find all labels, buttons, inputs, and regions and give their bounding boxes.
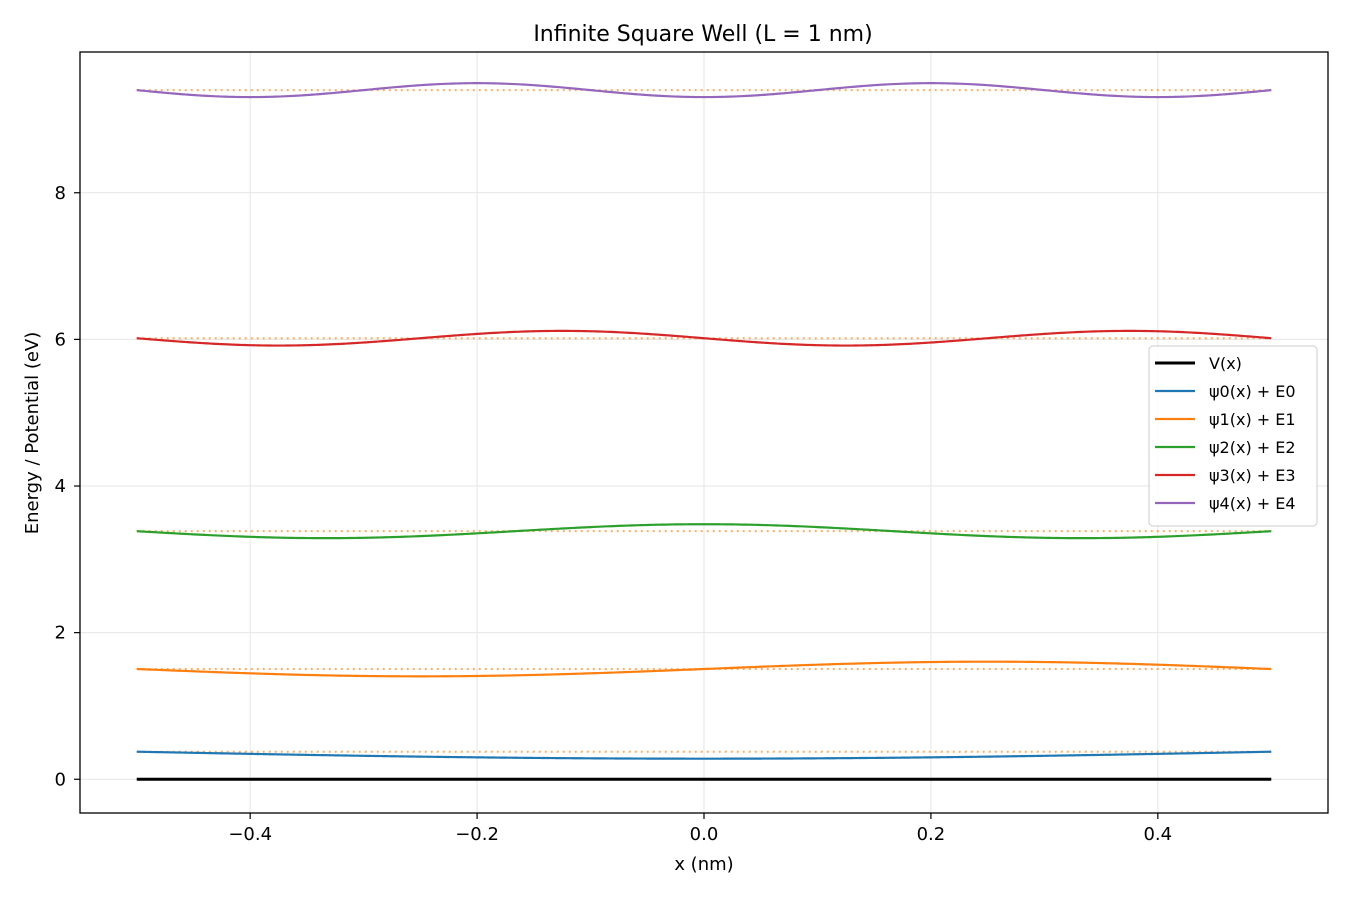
legend-label: ψ2(x) + E2 xyxy=(1209,438,1296,457)
x-tick-label: 0.2 xyxy=(917,824,946,845)
wavefunction-line xyxy=(136,329,1272,347)
legend-label: ψ1(x) + E1 xyxy=(1209,410,1296,429)
y-axis-label: Energy / Potential (eV) xyxy=(22,332,43,535)
legend-label: ψ0(x) + E0 xyxy=(1209,382,1296,401)
legend-label: ψ4(x) + E4 xyxy=(1209,494,1296,513)
wavefunction-line xyxy=(136,523,1272,540)
x-axis-label: x (nm) xyxy=(674,854,733,875)
y-tick-label: 4 xyxy=(55,476,66,497)
wavefunction-line xyxy=(136,750,1272,760)
x-tick-label: −0.2 xyxy=(455,824,499,845)
legend-label: ψ3(x) + E3 xyxy=(1209,466,1296,485)
plot-area xyxy=(136,82,1272,781)
y-tick-label: 6 xyxy=(55,329,66,350)
y-axis: 0 2 4 6 8 xyxy=(55,183,80,790)
x-tick-label: 0.4 xyxy=(1143,824,1172,845)
x-tick-label: 0.0 xyxy=(690,824,719,845)
x-tick-label: −0.4 xyxy=(228,824,272,845)
wavefunction-line xyxy=(136,82,1272,99)
y-tick-label: 2 xyxy=(55,623,66,644)
chart-title: Infinite Square Well (L = 1 nm) xyxy=(533,22,872,47)
y-tick-label: 0 xyxy=(55,769,66,790)
x-axis: −0.4 −0.2 0.0 0.2 0.4 xyxy=(228,813,1172,845)
legend: V(x) ψ0(x) + E0 ψ1(x) + E1 ψ2(x) + E2 ψ3(x) … xyxy=(1148,345,1318,527)
y-tick-label: 8 xyxy=(55,183,66,204)
wavefunction-line xyxy=(136,660,1272,678)
legend-label: V(x) xyxy=(1209,354,1242,373)
